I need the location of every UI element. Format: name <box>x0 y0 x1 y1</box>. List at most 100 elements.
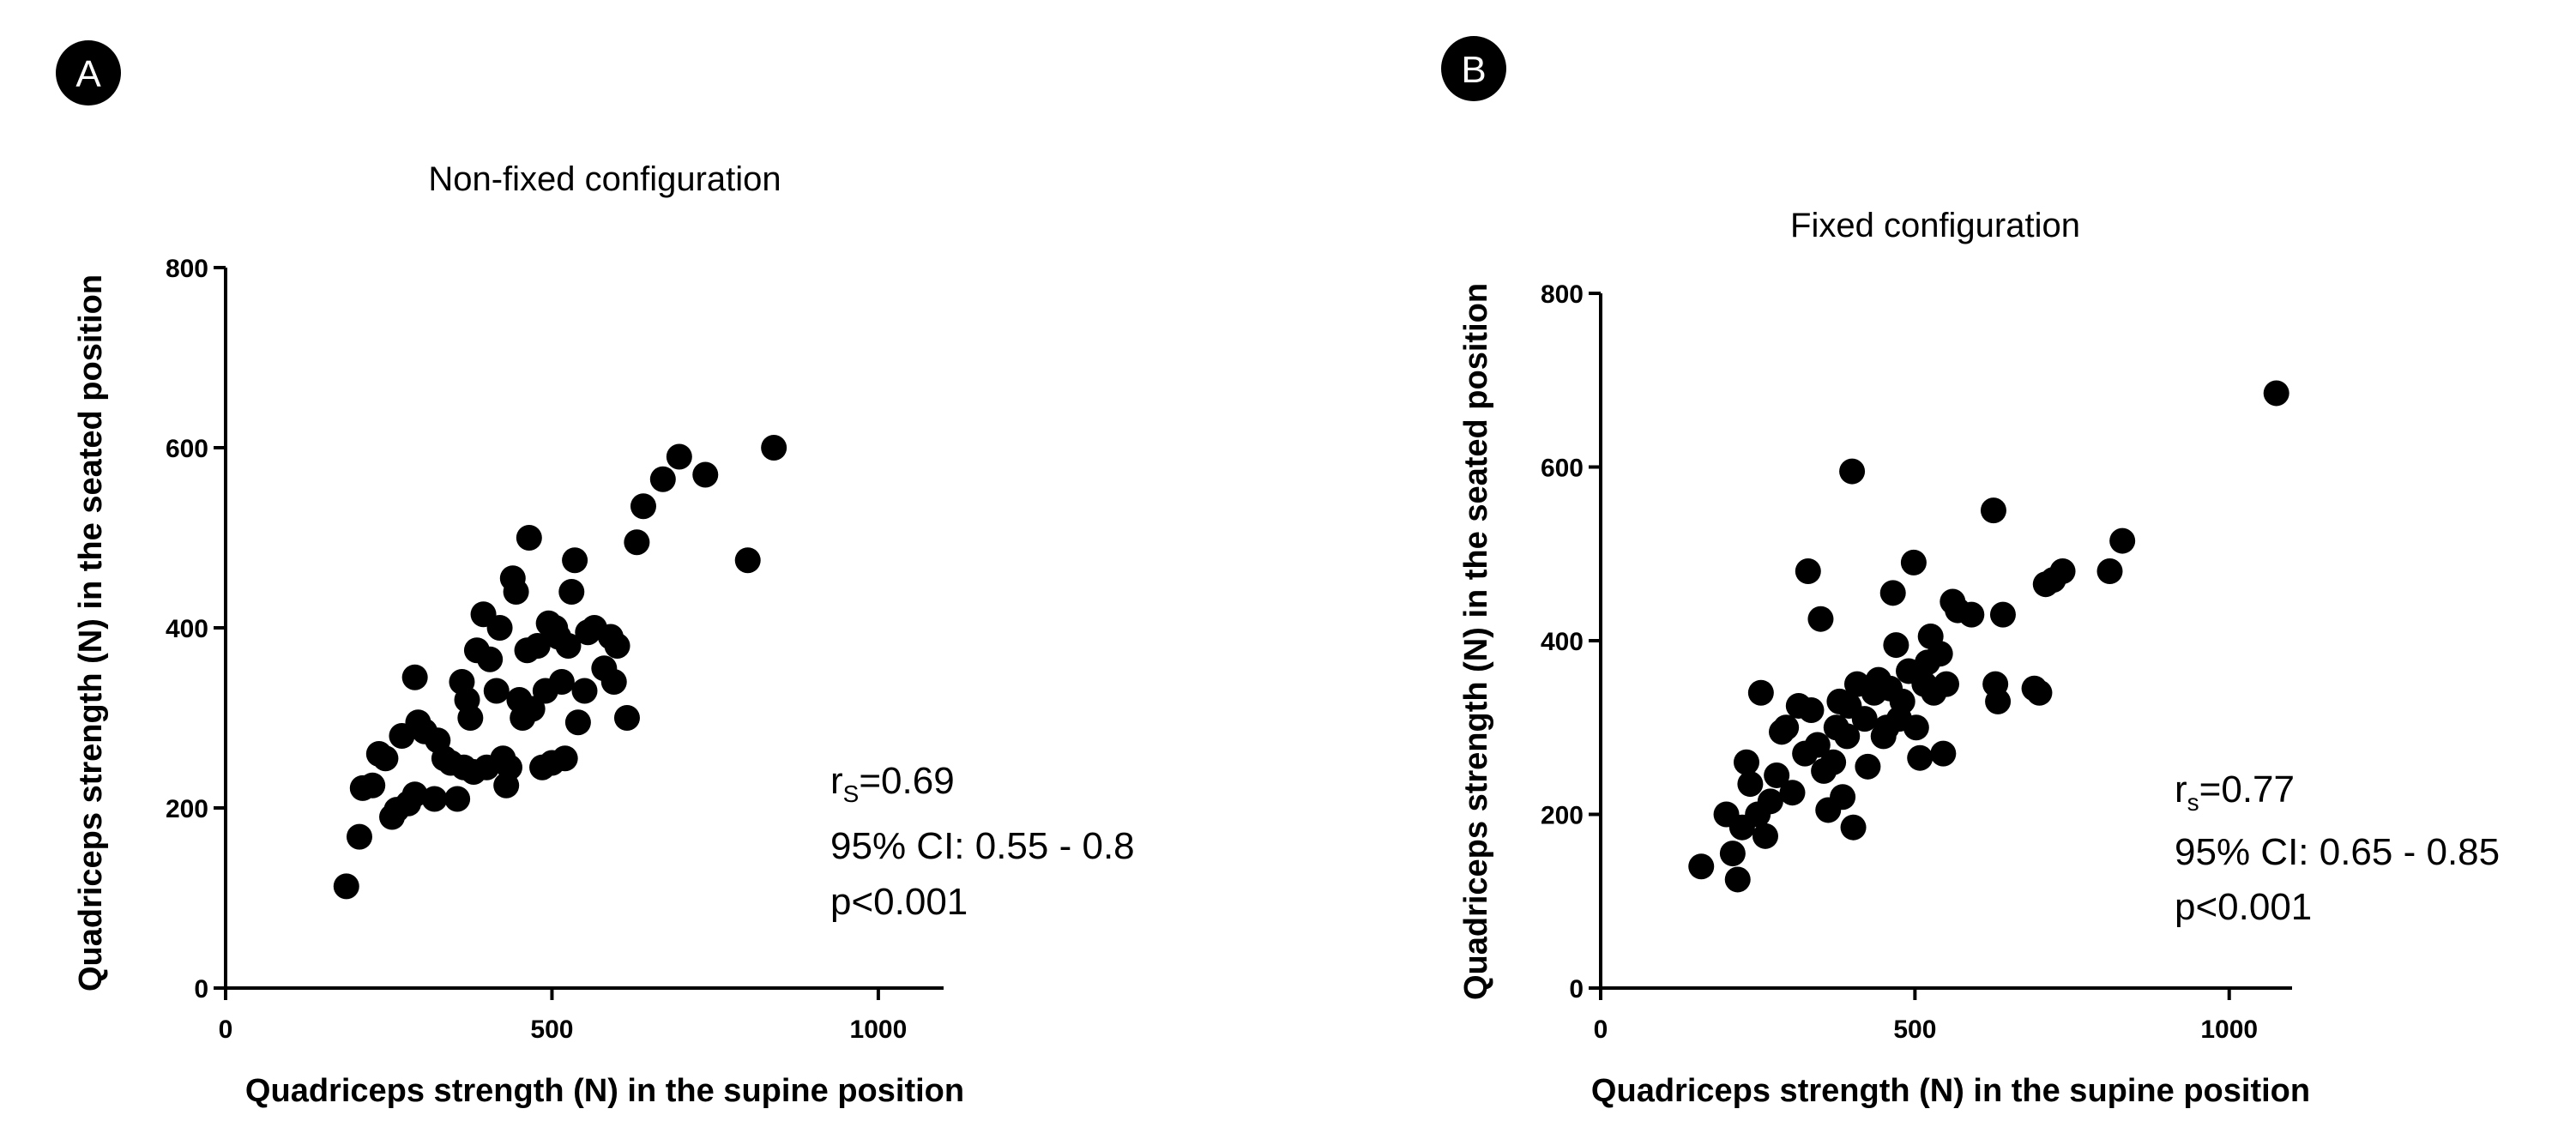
panel-b-data-point <box>1834 723 1861 750</box>
panel-a-data-point <box>496 754 522 780</box>
panel-a-data-point <box>359 772 386 799</box>
panel-b-data-point <box>1747 679 1774 706</box>
panel-b-data-point <box>1688 853 1715 880</box>
panel-a-data-point <box>552 745 578 772</box>
panel-b-data-point <box>1820 749 1847 775</box>
panel-a-data-point <box>346 823 372 850</box>
panel-b-data-point <box>2096 558 2123 584</box>
panel-a-axes: 0 200 400 600 800 0 500 1000 <box>166 255 944 1044</box>
panel-b-data-point <box>1883 632 1909 659</box>
panel-a-data-point <box>444 786 471 812</box>
panel-a-rs-stat: rS=0.69 <box>830 760 955 807</box>
panel-a-data-point <box>516 525 542 551</box>
panel-b: B Fixed configuration Quadriceps strengt… <box>1441 36 2500 1109</box>
panel-a-data-point <box>562 547 588 574</box>
panel-b-data-point <box>1757 788 1783 815</box>
panel-a-y-tick-label: 200 <box>166 795 208 823</box>
panel-a-data-point <box>649 466 676 492</box>
panel-a-data-point <box>401 664 428 690</box>
panel-b-data-point <box>1958 601 1985 628</box>
panel-a-y-axis-label: Quadriceps strength (N) in the seated po… <box>73 274 109 991</box>
panel-a-data-point <box>624 529 650 556</box>
panel-b-x-axis-label: Quadriceps strength (N) in the supine po… <box>1591 1073 2310 1109</box>
panel-b-x-tick-label: 500 <box>1893 1016 1936 1044</box>
panel-b-data-point <box>1798 697 1825 723</box>
panel-a-data-point <box>734 547 761 574</box>
panel-b-rs-prefix: r <box>2175 768 2187 811</box>
panel-b-data-point <box>1804 732 1831 758</box>
panel-a-y-tick-label: 800 <box>166 255 208 283</box>
panel-b-x-tick-label: 0 <box>1594 1016 1608 1044</box>
panel-a-ci-stat: 95% CI: 0.55 - 0.8 <box>830 825 1135 867</box>
panel-b-x-tick-label: 1000 <box>2200 1016 2258 1044</box>
panel-a-data-point <box>486 615 513 641</box>
panel-a-data-point <box>421 786 448 812</box>
panel-b-data-point <box>1855 753 1881 780</box>
panel-a-x-tick-label: 500 <box>530 1016 573 1044</box>
panel-a-data-point <box>604 633 630 659</box>
panel-b-y-tick-label: 0 <box>1569 975 1584 1003</box>
panel-b-points <box>1688 380 2289 893</box>
panel-a-rs-prefix: r <box>830 760 843 802</box>
panel-a-data-point <box>548 669 575 695</box>
panel-b-data-point <box>1807 606 1834 632</box>
panel-a-data-point <box>571 678 598 704</box>
panel-a-data-point <box>483 678 510 704</box>
panel-a-data-point <box>666 443 692 470</box>
panel-b-ci-stat: 95% CI: 0.65 - 0.85 <box>2175 831 2500 873</box>
panel-b-data-point <box>1764 762 1790 788</box>
panel-a-x-tick-label: 0 <box>219 1016 233 1044</box>
panel-b-data-point <box>1851 706 1878 732</box>
panel-b-data-point <box>1830 784 1856 811</box>
panel-a-data-point <box>761 435 787 461</box>
panel-a-x-tick-label: 1000 <box>850 1016 908 1044</box>
panel-a-points <box>333 435 787 900</box>
panel-a-rs-value: =0.69 <box>859 760 954 802</box>
panel-a-rs-subscript: S <box>843 780 860 807</box>
panel-b-data-point <box>1900 549 1927 576</box>
panel-a-y-tick-label: 0 <box>194 975 208 1003</box>
panel-b-title: Fixed configuration <box>1790 207 2080 244</box>
panel-a-p-value: p<0.001 <box>830 881 968 923</box>
panel-a-data-point <box>401 781 428 808</box>
panel-a-data-point <box>372 745 399 772</box>
panel-b-rs-value: =0.77 <box>2199 768 2295 811</box>
panel-a-data-point <box>555 633 582 659</box>
panel-b-data-point <box>1724 866 1751 893</box>
panel-b-p-value: p<0.001 <box>2175 886 2312 928</box>
panel-b-data-point <box>1980 497 2006 524</box>
panel-b-data-point <box>1930 740 1957 767</box>
panel-a-data-point <box>558 579 585 605</box>
panel-b-y-tick-label: 800 <box>1541 280 1584 309</box>
panel-a-y-tick-label: 600 <box>166 435 208 463</box>
panel-b-data-point <box>1903 714 1929 741</box>
panel-b-data-point <box>1927 641 1953 667</box>
panel-a-x-axis-label: Quadriceps strength (N) in the supine po… <box>245 1073 964 1109</box>
panel-a-data-point <box>524 633 551 659</box>
panel-b-data-point <box>1779 780 1806 806</box>
panel-a-data-point <box>503 579 529 605</box>
panel-a-data-point <box>630 493 656 520</box>
panel-b-data-point <box>1733 749 1759 775</box>
panel-a-data-point <box>600 669 627 695</box>
panel-b-data-point <box>1907 744 1934 771</box>
panel-a-badge-label: A <box>75 53 101 95</box>
panel-b-badge-label: B <box>1461 49 1486 91</box>
panel-b-rs-stat: rs=0.77 <box>2175 768 2295 816</box>
panel-b-y-tick-label: 600 <box>1541 455 1584 483</box>
panel-a-data-point <box>333 873 359 900</box>
panel-a-data-point <box>519 696 546 722</box>
panel-b-data-point <box>2026 679 2053 706</box>
panel-b-data-point <box>1737 771 1764 798</box>
panel-a-y-tick-label: 400 <box>166 615 208 643</box>
panel-b-data-point <box>1795 558 1821 584</box>
panel-b-data-point <box>1839 458 1866 485</box>
panel-a: A Non-fixed configuration Quadriceps str… <box>56 40 1135 1109</box>
panel-b-data-point <box>1989 601 2016 628</box>
panel-b-data-point <box>1889 688 1915 714</box>
panel-b-data-point <box>2263 380 2289 407</box>
panel-b-data-point <box>1985 688 2012 714</box>
panel-b-data-point <box>1773 714 1800 741</box>
panel-b-rs-subscript: s <box>2187 789 2199 816</box>
